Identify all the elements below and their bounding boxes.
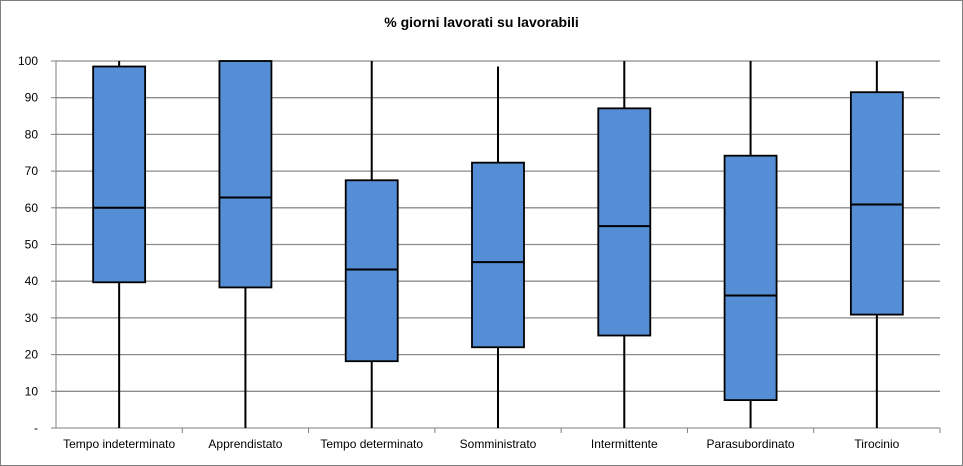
x-tick-label: Apprendistato bbox=[208, 437, 282, 451]
box-iqr bbox=[218, 60, 273, 289]
x-tick-label: Somministrato bbox=[460, 437, 537, 451]
x-tick-label: Intermittente bbox=[591, 437, 658, 451]
y-tick-label: - bbox=[34, 421, 38, 435]
y-tick-label: 100 bbox=[18, 54, 38, 68]
x-tick-label: Tirocinio bbox=[854, 437, 899, 451]
y-tick-label: 40 bbox=[25, 274, 39, 288]
y-tick-label: 20 bbox=[25, 348, 39, 362]
x-tick-label: Tempo indeterminato bbox=[63, 437, 175, 451]
y-tick-label: 50 bbox=[25, 238, 39, 252]
x-tick-label: Tempo determinato bbox=[320, 437, 423, 451]
y-tick-label: 30 bbox=[25, 311, 39, 325]
x-tick-label: Parasubordinato bbox=[707, 437, 795, 451]
box-iqr bbox=[471, 161, 525, 349]
boxes bbox=[92, 60, 904, 428]
box-iqr bbox=[849, 91, 904, 316]
y-tick-label: 90 bbox=[25, 91, 39, 105]
y-tick-label: 80 bbox=[25, 127, 39, 141]
box-iqr bbox=[597, 107, 652, 337]
chart-title: % giorni lavorati su lavorabili bbox=[384, 14, 579, 30]
y-tick-label: 10 bbox=[25, 384, 39, 398]
y-tick-label: 70 bbox=[25, 164, 39, 178]
box-iqr bbox=[92, 65, 147, 284]
box-iqr bbox=[723, 154, 778, 402]
tick-labels: - 10 20 30 40 50 60 70 80 90 100 Tempo indeterminat… bbox=[18, 54, 900, 451]
y-tick-label: 60 bbox=[25, 201, 39, 215]
box-iqr bbox=[344, 179, 399, 363]
